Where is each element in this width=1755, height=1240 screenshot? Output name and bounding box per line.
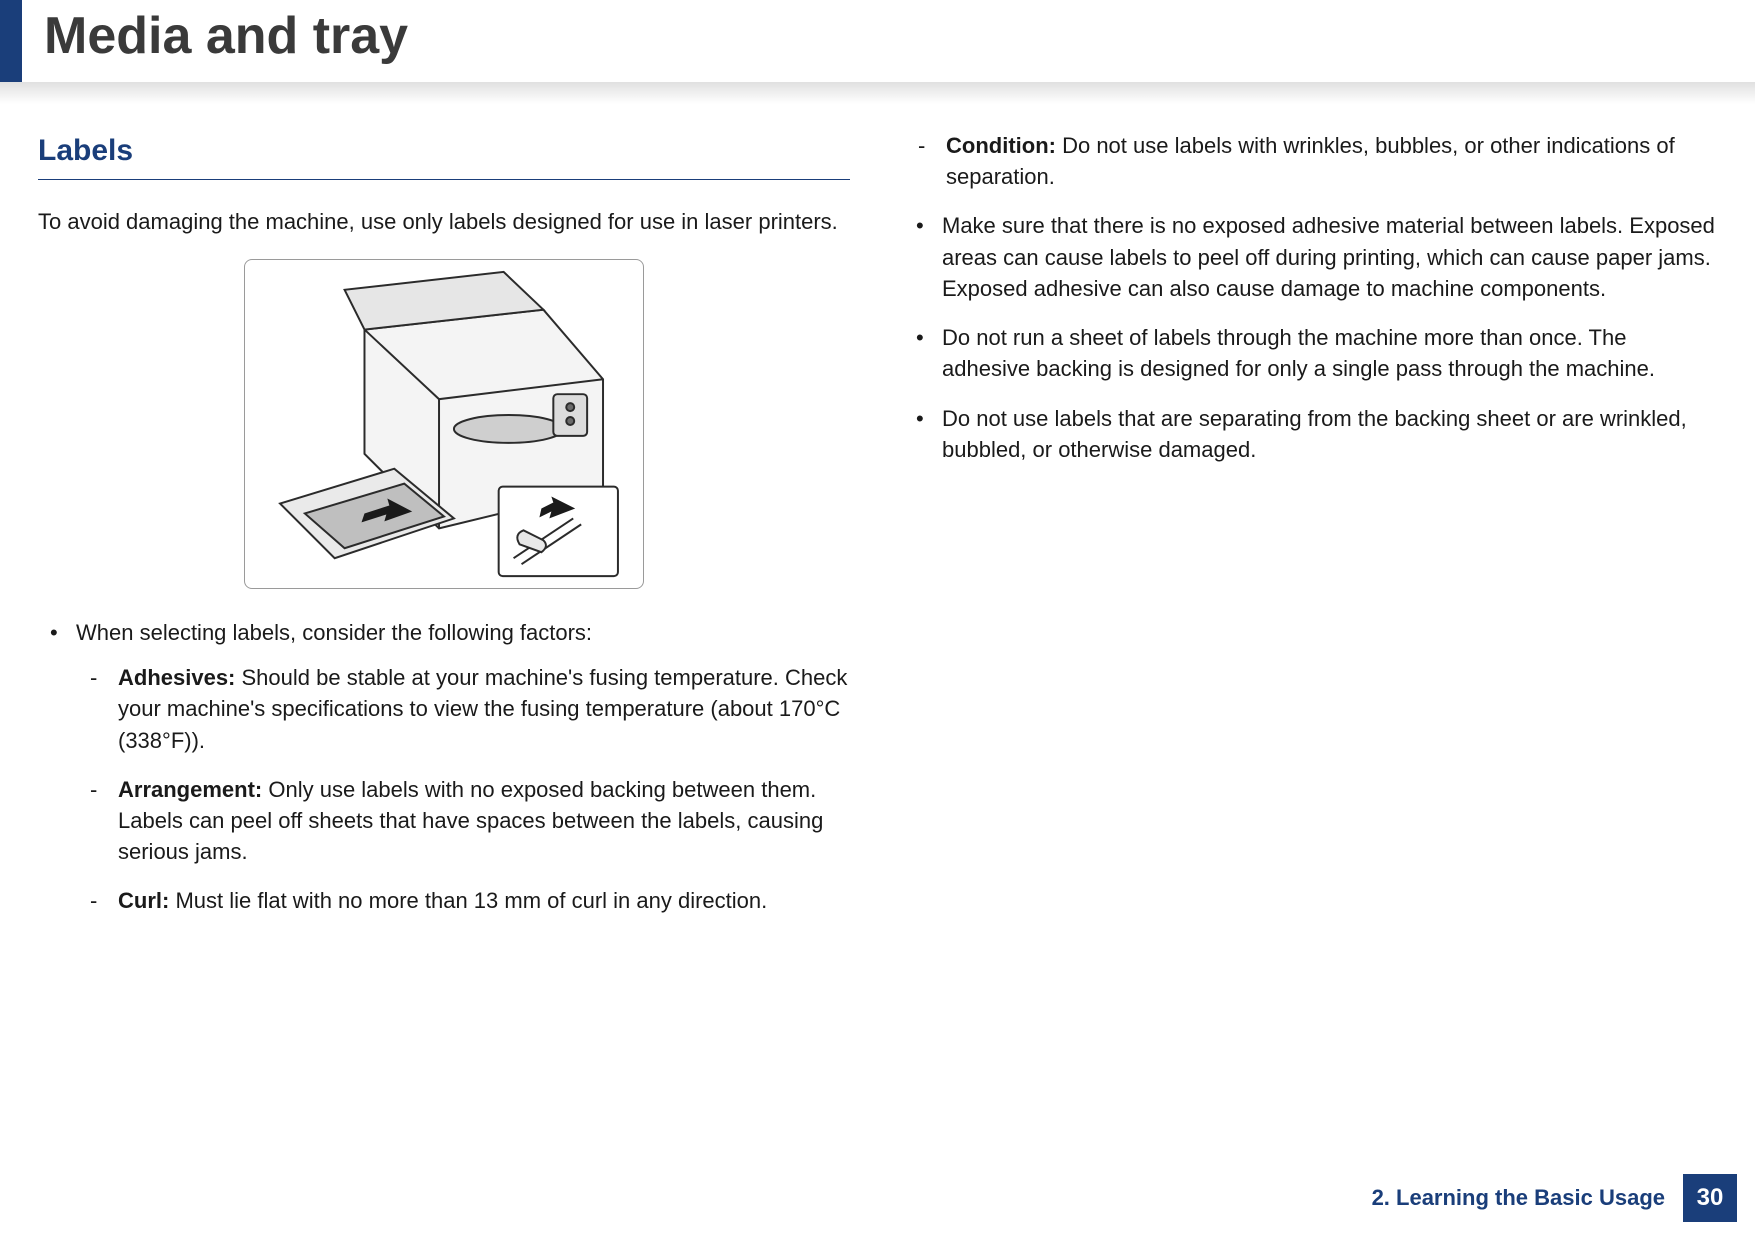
header-shadow [0,82,1755,104]
condition-dash-list: Condition: Do not use labels with wrinkl… [904,130,1716,192]
bullet-text: Do not use labels that are separating fr… [942,406,1687,462]
factor-text: Must lie flat with no more than 13 mm of… [169,888,767,913]
factors-intro-text: When selecting labels, consider the foll… [76,620,592,645]
footer-chapter-label: 2. Learning the Basic Usage [1372,1185,1665,1211]
list-item: Arrangement: Only use labels with no exp… [76,774,850,868]
factor-term: Arrangement: [118,777,262,802]
section-heading-labels: Labels [38,130,850,180]
header-accent-bar [0,0,22,82]
factor-term: Curl: [118,888,169,913]
printer-svg-icon [245,260,643,588]
condition-term: Condition: [946,133,1056,158]
list-item: When selecting labels, consider the foll… [38,617,850,917]
list-item: Curl: Must lie flat with no more than 13… [76,885,850,916]
left-column: Labels To avoid damaging the machine, us… [38,130,850,935]
page-title: Media and tray [44,6,408,66]
labels-intro-paragraph: To avoid damaging the machine, use only … [38,206,850,237]
page-number-badge: 30 [1683,1174,1737,1222]
factors-bullet-list: When selecting labels, consider the foll… [38,617,850,917]
list-item: Adhesives: Should be stable at your mach… [76,662,850,756]
right-bullet-list: Make sure that there is no exposed adhes… [904,210,1716,465]
printer-illustration [244,259,644,589]
bullet-text: Do not run a sheet of labels through the… [942,325,1655,381]
factor-term: Adhesives: [118,665,235,690]
list-item: Do not use labels that are separating fr… [904,403,1716,465]
right-column: Condition: Do not use labels with wrinkl… [904,130,1716,935]
list-item: Condition: Do not use labels with wrinkl… [904,130,1716,192]
bullet-text: Make sure that there is no exposed adhes… [942,213,1715,300]
list-item: Do not run a sheet of labels through the… [904,322,1716,384]
condition-text: Do not use labels with wrinkles, bubbles… [946,133,1675,189]
content-columns: Labels To avoid damaging the machine, us… [38,130,1718,935]
list-item: Make sure that there is no exposed adhes… [904,210,1716,304]
factors-dash-list: Adhesives: Should be stable at your mach… [76,662,850,917]
page-footer: 2. Learning the Basic Usage 30 [1372,1174,1737,1222]
